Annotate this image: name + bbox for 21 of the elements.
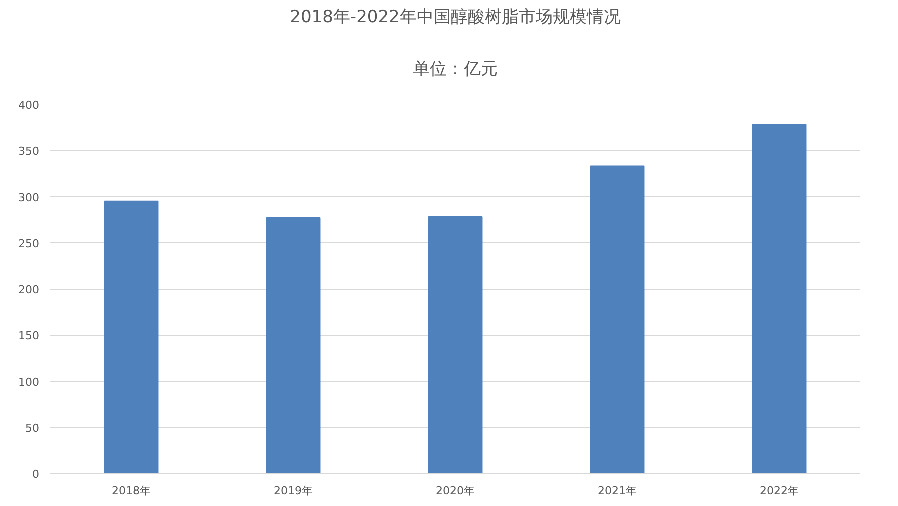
x-tick-label: 2019年 [274,484,314,498]
y-tick-label: 350 [18,145,40,158]
bar [752,124,807,474]
y-tick-label: 300 [18,191,40,204]
y-tick-label: 50 [26,422,40,435]
chart-title: 2018年-2022年中国醇酸树脂市场规模情况 [290,8,621,28]
y-tick-label: 100 [18,376,40,389]
x-tick-label: 2021年 [598,484,638,498]
y-tick-label: 400 [18,99,40,112]
chart-subtitle: 单位：亿元 [413,60,498,80]
bar [590,166,645,474]
y-tick-label: 150 [18,330,40,343]
x-tick-label: 2020年 [436,484,476,498]
y-tick-label: 0 [32,468,40,481]
bar [104,200,159,474]
y-tick-label: 250 [18,237,40,250]
bar [428,216,483,474]
x-tick-label: 2018年 [112,484,152,498]
x-tick-label: 2022年 [760,484,800,498]
bar [266,217,321,474]
y-tick-label: 200 [18,284,40,296]
